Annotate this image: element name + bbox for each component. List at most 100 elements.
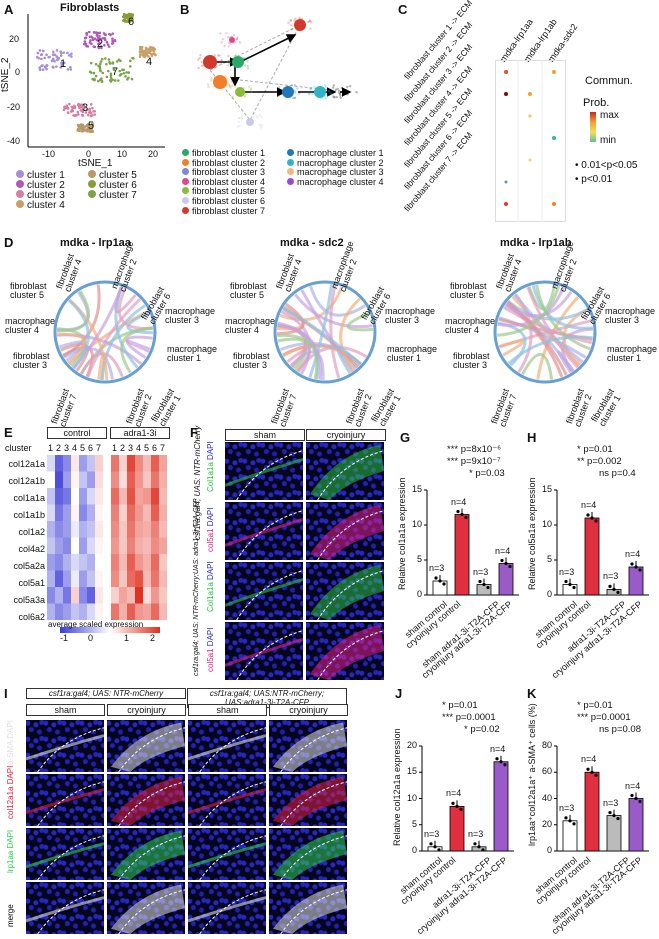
- traj-cell: [210, 77, 213, 80]
- tsne-point: [103, 43, 106, 47]
- heatmap-cell: [151, 488, 159, 505]
- tsne-point: [81, 104, 85, 108]
- traj-legend-fib: fibroblast cluster 7: [182, 206, 265, 216]
- traj-cell: [311, 92, 314, 96]
- data-point: [612, 587, 616, 591]
- tsne-plot: [27, 12, 165, 148]
- legend-dot: [287, 168, 294, 176]
- tissue-edge: [26, 842, 104, 869]
- traj-cell: [249, 88, 252, 91]
- tissue-edge: [26, 788, 104, 815]
- tsne-point: [124, 75, 127, 78]
- tsne-point: [122, 71, 126, 75]
- tsne-point: [98, 68, 102, 72]
- traj-cell: [309, 88, 312, 91]
- stat-label: ns p=0.08: [599, 724, 641, 735]
- heatmap-cell: [87, 488, 95, 505]
- tsne-point: [41, 68, 45, 72]
- traj-node: [282, 86, 294, 98]
- legend-text: fibroblast cluster 1: [192, 148, 266, 158]
- traj-cell: [241, 116, 244, 119]
- data-point: [564, 579, 568, 584]
- tsne-point: [89, 114, 93, 118]
- tsne-point: [143, 55, 147, 59]
- tsne-point: [55, 49, 59, 52]
- f-stain-label: col5a1 DAPI: [206, 627, 215, 672]
- tsne-point: [45, 67, 48, 71]
- data-point: [590, 770, 594, 774]
- heatmap-cell: [55, 455, 63, 472]
- tissue-edge: [188, 788, 266, 815]
- heatmap-cell: [87, 554, 95, 571]
- f-cryo-tile: [306, 502, 384, 560]
- traj-cell: [231, 95, 234, 99]
- tsne-xtick-neg10: -10: [42, 149, 56, 159]
- chord-link: [497, 285, 561, 337]
- traj-cell: [240, 116, 243, 119]
- y-axis-label: lrp1aa⁺col12a1a⁺ a-SMA⁺ cells (%): [527, 703, 537, 846]
- traj-cell: [243, 95, 247, 98]
- bubble-dot: [528, 158, 532, 162]
- bar-chart-j: 0 5 10 15 20 n=3 sham control n=4 cryoinjury con…: [390, 686, 525, 936]
- f-cryo-tile: [306, 562, 384, 620]
- heatmap-cell: [71, 587, 79, 604]
- heatmap-cell: [55, 471, 63, 488]
- tsne-point: [100, 46, 103, 50]
- traj-cell: [247, 85, 251, 89]
- dashed-outline: [280, 835, 347, 880]
- tsne-point: [105, 40, 109, 44]
- heatmap-color-scale: [60, 627, 160, 633]
- i-tile: [26, 774, 104, 826]
- traj-cell: [244, 64, 247, 67]
- heatmap-cell: [151, 521, 159, 538]
- heatmap-cell: [135, 471, 143, 488]
- tsne-point: [129, 65, 132, 68]
- legend-text: fibroblast cluster 2: [192, 157, 266, 168]
- bar: [493, 761, 509, 852]
- micrograph-overlay: [26, 727, 104, 772]
- traj-legend-mac: macrophage cluster 3: [287, 167, 384, 177]
- tsne-ytick-20: 20: [9, 34, 20, 44]
- tsne-point: [83, 36, 87, 40]
- heatmap-cell: [87, 521, 95, 538]
- f-sham-tile: [225, 442, 303, 500]
- tsne-point: [96, 79, 100, 83]
- data-point: [503, 763, 507, 767]
- n-label: n=4: [495, 545, 511, 556]
- legend-dot: [182, 177, 189, 185]
- legend-text: cluster 5: [99, 170, 137, 181]
- heatmap-cell: [55, 504, 63, 521]
- heatmap-cell: [111, 603, 119, 620]
- stat-label: * p=0.01: [577, 444, 613, 455]
- tsne-point: [88, 129, 92, 132]
- heatmap-cell: [87, 471, 95, 488]
- tsne-cluster-1: 1: [60, 58, 67, 70]
- data-point: [442, 582, 446, 586]
- i-tile: [26, 882, 104, 934]
- tsne-point: [94, 74, 98, 78]
- tsne-point: [101, 57, 104, 61]
- traj-cell: [233, 41, 237, 44]
- chord-link: [125, 339, 151, 353]
- tsne-point: [129, 12, 133, 16]
- data-point: [459, 807, 463, 811]
- heatmap-cell: [95, 521, 103, 538]
- tsne-point: [88, 107, 91, 111]
- tsne-point: [121, 68, 124, 72]
- n-label: n=4: [581, 754, 597, 765]
- traj-cell: [287, 21, 290, 24]
- traj-node: [235, 87, 245, 97]
- tsne-title: Fibroblasts: [60, 2, 120, 14]
- traj-cell: [227, 36, 230, 39]
- bar: [562, 820, 578, 852]
- tissue-edge: [188, 842, 266, 869]
- tsne-point: [107, 45, 111, 48]
- legend-text: cluster 1: [27, 170, 65, 181]
- f-sham-tile: [225, 622, 303, 680]
- tsne-point: [59, 66, 63, 69]
- traj-cell: [355, 91, 358, 94]
- tsne-point: [144, 46, 148, 50]
- traj-cell: [293, 96, 296, 100]
- tsne-point: [88, 70, 92, 74]
- chord-circle: [493, 280, 597, 384]
